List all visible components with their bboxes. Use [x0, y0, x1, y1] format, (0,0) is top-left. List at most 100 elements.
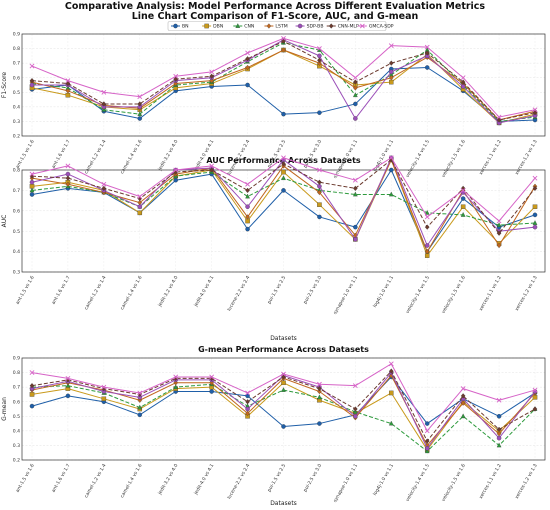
x-tick-label: xerces-1.1 vs 1.2: [478, 275, 503, 312]
data-point-sdp-bb: [245, 406, 250, 412]
legend-marker-sdp-bb: [297, 23, 303, 29]
data-point-gmca-sdp: [388, 43, 394, 49]
data-point-gmca-sdp: [65, 375, 71, 381]
x-tick-label: jedit-4.0 vs 4.1: [192, 463, 215, 497]
x-tick-label: velocity-1.5 vs 1.6: [441, 275, 467, 315]
x-tick-label: poi-1.5 vs 2.5: [266, 275, 287, 305]
y-tick-label: 0.8: [13, 370, 20, 376]
data-point-gmca-sdp: [532, 387, 538, 393]
data-point-sdp-bb: [424, 446, 430, 451]
data-point-gmca-sdp: [317, 46, 322, 51]
x-tick-label: ant-1.5 vs 1.6: [15, 139, 36, 170]
data-point-cnn-mlp: [460, 79, 466, 85]
data-point-dbn: [460, 204, 466, 209]
x-tick-label: camel-1.2 vs 1.4: [83, 275, 107, 311]
data-point-cnn-mlp: [137, 101, 143, 107]
data-point-dbn: [281, 380, 286, 386]
x-tick-label: velocity-1.4 vs 1.5: [405, 139, 431, 179]
data-point-bn: [496, 414, 502, 419]
data-point-bn: [317, 214, 322, 220]
data-point-dbn: [29, 392, 35, 397]
chart-legend: BN DBN CNN LSTM SDP-BB CNN-MLP GMCA-SDP: [167, 21, 394, 31]
legend-marker-dbn: [204, 23, 209, 29]
x-tick-label: ant-1.5 vs 1.6: [15, 275, 36, 306]
data-point-cnn: [424, 448, 430, 454]
x-tick-label: ant-1.6 vs 1.7: [51, 275, 72, 306]
data-point-cnn-mlp: [424, 438, 430, 444]
data-point-lstm: [388, 75, 394, 81]
data-point-lstm: [460, 400, 466, 406]
x-tick-label: log4j-1.0 vs 1.1: [372, 275, 395, 309]
data-point-lstm: [65, 181, 71, 187]
x-tick-label: ant-1.6 vs 1.7: [51, 463, 72, 494]
data-point-cnn-mlp: [317, 179, 322, 185]
x-tick-label: velocity-1.5 vs 1.6: [441, 463, 467, 503]
y-tick-label: 0.3: [13, 119, 20, 125]
data-point-dbn: [532, 204, 538, 209]
x-tick-label: xerces-1.2 vs 1.3: [514, 275, 539, 312]
panel-3: G-mean Performance Across Datasets 0.2 0.3…: [1, 345, 546, 507]
data-point-sdp-bb: [317, 53, 322, 59]
data-point-cnn-mlp: [29, 383, 35, 389]
data-point-lstm: [173, 380, 179, 386]
data-point-cnn-mlp: [424, 50, 430, 56]
x-tick-label: poi-1.5 vs 2.5: [266, 463, 287, 493]
data-point-bn: [281, 111, 286, 117]
x-tick-label: velocity-1.4 vs 1.5: [405, 275, 431, 315]
data-point-cnn-mlp: [245, 56, 250, 62]
data-point-bn: [209, 389, 214, 394]
x-tick-label: lucene-2.2 vs 2.4: [226, 463, 251, 500]
data-point-gmca-sdp: [496, 397, 502, 403]
x-tick-label: poi-2.5 vs 3.0: [302, 275, 323, 305]
chart-panels: 0.2 0.3 0.4 0.5 0.6 0.7 0.8 0.9 F1-Score ant-1.5 …: [1, 32, 546, 507]
x-tick-label: lucene-2.2 vs 2.4: [226, 275, 251, 312]
chart-subtitle: Line Chart Comparison of F1-Score, AUC, …: [132, 11, 419, 22]
data-point-cnn-mlp: [532, 406, 538, 412]
data-point-cnn-mlp: [245, 187, 250, 194]
data-point-cnn-mlp: [388, 368, 394, 374]
y-tick-label: 0.6: [13, 399, 20, 405]
data-point-cnn-mlp: [496, 230, 502, 236]
data-point-gmca-sdp: [245, 181, 250, 187]
legend-label-cnn: CNN: [244, 24, 254, 30]
legend-marker-gmca-sdp: [359, 23, 365, 29]
y-tick-label: 0.6: [13, 208, 20, 214]
data-point-gmca-sdp: [388, 361, 394, 367]
data-point-gmca-sdp: [424, 44, 430, 50]
y-tick-label: 0.9: [13, 32, 20, 38]
legend-marker-cnn-mlp: [328, 23, 334, 29]
series-dbn: [29, 157, 538, 258]
x-tick-label: jedit-4.0 vs 4.1: [192, 275, 215, 309]
data-point-bn: [317, 421, 322, 426]
data-point-bn: [532, 212, 538, 218]
data-point-dbn: [532, 395, 538, 400]
data-point-bn: [389, 167, 394, 173]
data-point-cnn: [281, 387, 286, 392]
y-axis-label: G-mean: [1, 397, 8, 421]
data-point-cnn: [137, 404, 143, 410]
data-point-cnn: [137, 111, 143, 116]
data-point-bn: [65, 393, 71, 399]
x-tick-label: camel-1.2 vs 1.4: [83, 463, 107, 499]
data-point-gmca-sdp: [496, 114, 502, 120]
legend-label-dbn: DBN: [213, 24, 223, 30]
data-point-gmca-sdp: [245, 390, 250, 396]
legend-label-cnn-mlp: CNN-MLP: [338, 24, 359, 30]
series-gmca-sdp: [29, 155, 538, 224]
data-point-gmca-sdp: [137, 94, 143, 100]
data-point-dbn: [101, 396, 107, 402]
series-cnn-mlp: [29, 38, 538, 123]
plot-frame: [21, 33, 546, 137]
data-point-gmca-sdp: [460, 187, 466, 193]
legend-label-sdp-bb: SDP-BB: [307, 24, 324, 30]
data-point-cnn: [460, 413, 466, 419]
data-point-cnn: [388, 420, 394, 426]
data-point-cnn: [388, 191, 394, 197]
y-tick-label: 0.2: [13, 134, 20, 140]
data-point-cnn-mlp: [29, 78, 35, 84]
data-point-bn: [137, 412, 143, 418]
data-point-lstm: [65, 88, 71, 94]
panel-title-3: G-mean Performance Across Datasets: [198, 345, 369, 354]
